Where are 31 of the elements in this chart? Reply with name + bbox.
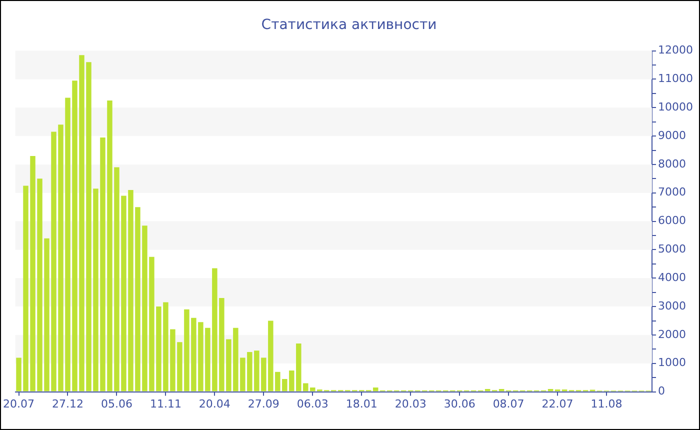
x-tick-label: 11.11 — [150, 397, 182, 410]
x-tick-label: 22.07 — [542, 397, 574, 410]
y-tick-label: 6000 — [658, 214, 686, 228]
x-tick-label: 20.03 — [394, 397, 426, 410]
bar — [548, 388, 554, 392]
y-tick-label: 0 — [658, 384, 666, 398]
x-tick-label: 05.06 — [100, 397, 132, 410]
y-tick-label: 5000 — [658, 242, 686, 256]
x-tick-label: 27.12 — [52, 397, 84, 410]
x-tick-label: 20.04 — [198, 397, 230, 410]
y-tick-label: 8000 — [658, 157, 686, 170]
x-tick-label: 20.07 — [3, 397, 35, 410]
y-tick-label: 10000 — [658, 100, 694, 114]
bar — [498, 388, 504, 392]
y-tick-label: 9000 — [658, 128, 686, 142]
x-tick-label: 30.06 — [444, 397, 476, 410]
x-tick-label: 11.08 — [590, 397, 622, 410]
x-tick-label: 08.07 — [492, 397, 524, 410]
bar — [372, 388, 378, 392]
y-tick-label: 11000 — [658, 72, 694, 86]
bar — [484, 388, 490, 392]
x-tick-label: 27.09 — [248, 397, 280, 410]
x-tick-label: 06.03 — [296, 397, 328, 410]
y-tick-label: 2000 — [658, 328, 686, 341]
y-tick-label: 1000 — [658, 356, 686, 370]
y-tick-label: 7000 — [658, 186, 686, 199]
y-tick-label: 4000 — [658, 270, 686, 284]
y-tick-label: 3000 — [658, 299, 686, 312]
y-tick-label: 12000 — [658, 44, 694, 57]
chart-title: Статистика активности — [261, 17, 437, 34]
x-tick-label: 18.01 — [346, 397, 378, 410]
